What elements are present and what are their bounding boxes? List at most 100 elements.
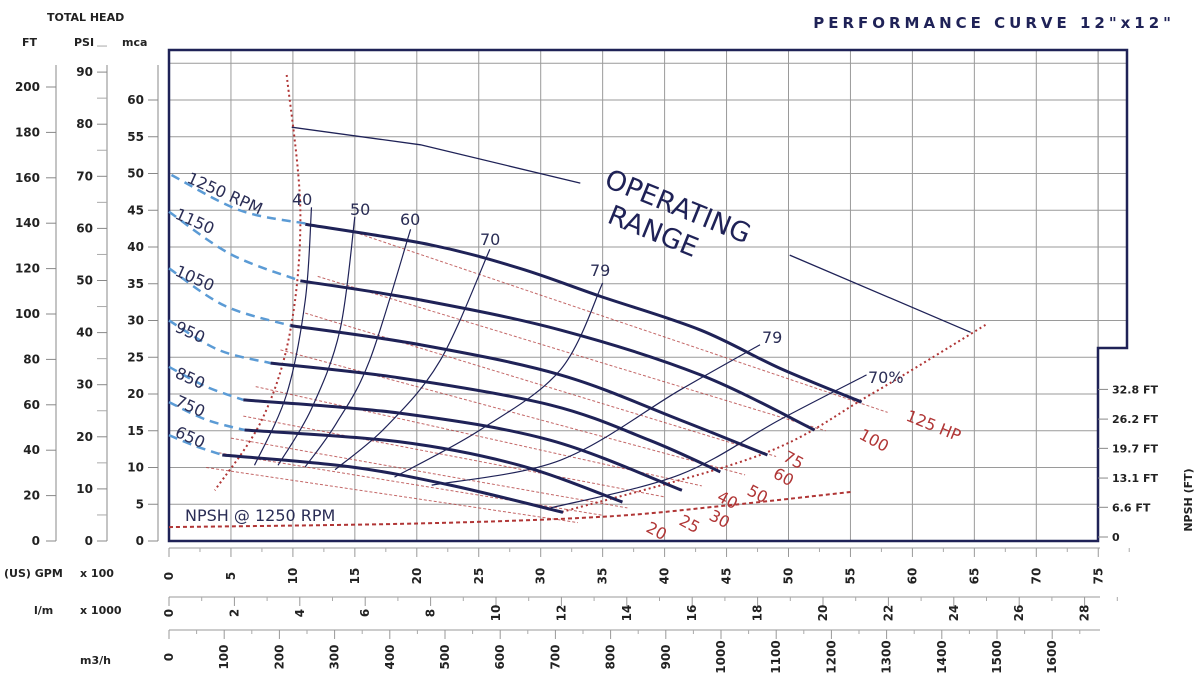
gpm-tick-label: 5 [224, 572, 238, 580]
efficiency-curve [394, 282, 604, 478]
ft-tick-label: 160 [15, 171, 40, 185]
lm-tick-label: 2 [227, 609, 241, 617]
psi-tick-label: 70 [76, 169, 93, 183]
m3h-tick-label: 1000 [714, 640, 728, 673]
m3h-tick-label: 700 [548, 644, 562, 669]
efficiency-curve-label: 40 [292, 190, 312, 209]
gpm-tick-label: 10 [286, 568, 300, 585]
gpm-tick-label: 20 [410, 568, 424, 585]
psi-tick-label: 60 [76, 221, 93, 235]
lm-tick-label: 28 [1078, 605, 1092, 622]
gpm-tick-label: 40 [658, 568, 672, 585]
speed-curve-dashed [168, 434, 223, 457]
m3h-tick-label: 0 [162, 653, 176, 661]
mca-tick-label: 15 [127, 424, 144, 438]
efficiency-curve-label: 50 [350, 200, 370, 219]
efficiency-curve [550, 374, 867, 509]
power-curve-label: 25 [676, 511, 703, 537]
gpm-tick-label: 50 [782, 568, 796, 585]
chart-title: PERFORMANCE CURVE 12"x12" [813, 14, 1175, 32]
gpm-tick-label: 30 [534, 568, 548, 585]
psi-axis-label: PSI [74, 36, 94, 49]
plot-frame [167, 48, 1129, 543]
efficiency-curve-label: 70% [868, 368, 904, 387]
efficiency-curve [277, 216, 356, 466]
speed-curve [222, 453, 564, 514]
speed-curve [300, 279, 816, 432]
gpm-tick-label: 70 [1029, 568, 1043, 585]
efficiency-curve [431, 344, 761, 486]
power-curve [354, 231, 888, 413]
power-curve [206, 467, 578, 524]
ft-tick-label: 180 [15, 125, 40, 139]
power-curve-label: 100 [856, 425, 892, 456]
m3h-tick-label: 1500 [990, 640, 1004, 673]
npsh-tick-label: 32.8 FT [1112, 383, 1158, 396]
mca-tick-label: 55 [127, 130, 144, 144]
speed-curve [244, 428, 623, 504]
npsh-tick-label: 19.7 FT [1112, 442, 1158, 455]
mca-tick-label: 60 [127, 93, 144, 107]
m3h-tick-label: 1400 [935, 640, 949, 673]
psi-tick-label: 90 [76, 65, 93, 79]
gpm-axis-multiplier: x 100 [80, 567, 114, 580]
ft-tick-label: 20 [23, 489, 40, 503]
speed-curve [270, 361, 721, 474]
gpm-tick-label: 0 [162, 572, 176, 580]
m3h-tick-label: 800 [604, 644, 618, 669]
lm-tick-label: 24 [947, 605, 961, 622]
efficiency-curve-label: 60 [400, 210, 420, 229]
psi-tick-label: 50 [76, 274, 93, 288]
mca-axis-label: mca [122, 36, 147, 49]
gpm-tick-label: 35 [596, 568, 610, 585]
efficiency-curve-label: 79 [590, 261, 610, 280]
lm-tick-label: 0 [162, 609, 176, 617]
npsh-tick-label: 13.1 FT [1112, 472, 1158, 485]
speed-curve-label: 1050 [172, 261, 217, 295]
mca-tick-label: 20 [127, 387, 144, 401]
speed-curve-dashed [170, 173, 306, 225]
m3h-tick-label: 100 [217, 644, 231, 669]
m3h-tick-label: 1600 [1045, 640, 1059, 673]
speed-curve [290, 324, 768, 457]
power-curve [230, 437, 628, 509]
lm-axis-multiplier: x 1000 [80, 604, 122, 617]
efficiency-curve-label: 79 [762, 328, 782, 347]
psi-tick-label: 30 [76, 378, 93, 392]
lm-axis-label: l/m [34, 604, 53, 617]
ft-tick-label: 120 [15, 262, 40, 276]
ft-axis-label: FT [22, 36, 38, 49]
lm-tick-label: 12 [554, 605, 568, 622]
npsh-tick-label: 6.6 FT [1112, 501, 1151, 514]
npsh-tick-label: 26.2 FT [1112, 413, 1158, 426]
mca-tick-label: 30 [127, 314, 144, 328]
m3h-tick-label: 200 [272, 644, 286, 669]
efficiency-curve [253, 207, 313, 466]
speed-curve [305, 222, 863, 404]
m3h-tick-label: 1300 [880, 640, 894, 673]
speed-curve-label: 750 [172, 391, 208, 421]
psi-tick-label: 10 [76, 482, 93, 496]
m3h-tick-label: 900 [659, 644, 673, 669]
psi-tick-label: 0 [85, 534, 93, 548]
lm-tick-label: 6 [358, 609, 372, 617]
psi-tick-label: 80 [76, 117, 93, 131]
speed-curve-dashed [168, 210, 301, 282]
left-limit-curve [214, 74, 302, 491]
power-curve [243, 415, 665, 498]
mca-tick-label: 0 [136, 534, 144, 548]
gpm-tick-label: 60 [905, 568, 919, 585]
gpm-tick-label: 65 [967, 568, 981, 585]
mca-tick-label: 50 [127, 167, 144, 181]
ft-tick-label: 60 [23, 398, 40, 412]
m3h-tick-label: 300 [328, 644, 342, 669]
speed-curve-label: 1150 [172, 204, 217, 238]
gpm-tick-label: 45 [720, 568, 734, 585]
speed-curve-dashed [168, 267, 291, 327]
m3h-tick-label: 1200 [824, 640, 838, 673]
lm-tick-label: 26 [1012, 605, 1026, 622]
speed-curve [243, 398, 683, 492]
ft-tick-label: 0 [32, 534, 40, 548]
gpm-tick-label: 75 [1091, 568, 1105, 585]
